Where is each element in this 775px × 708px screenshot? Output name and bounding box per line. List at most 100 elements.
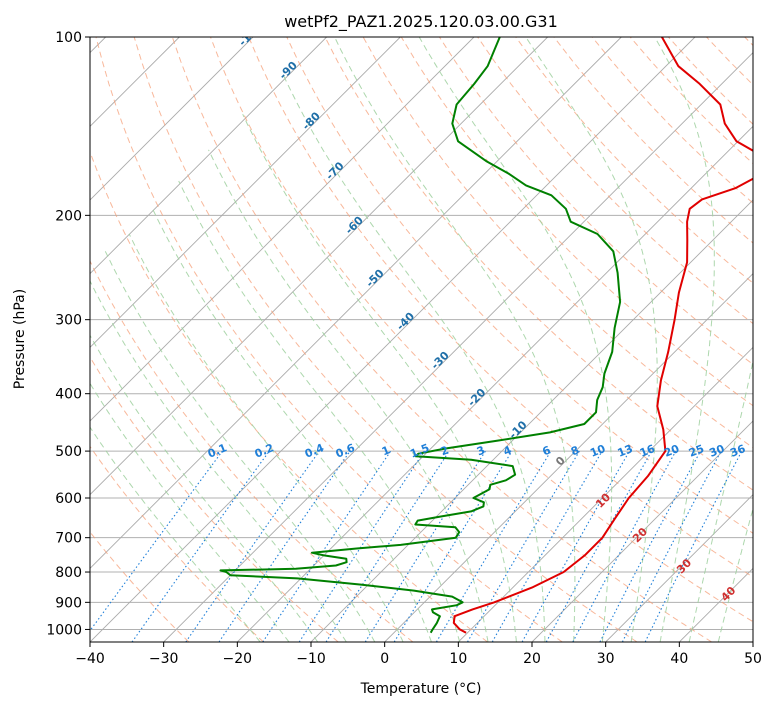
y-tick-label: 900 <box>55 595 82 611</box>
moist-adiabat-line <box>152 208 432 642</box>
isotherm-line <box>752 641 753 642</box>
mixing-ratio-label: 2 <box>439 443 451 458</box>
isotherm-label: -20 <box>465 386 488 409</box>
dry-adiabat-line <box>90 531 190 642</box>
mixing-ratio-line <box>572 450 677 642</box>
mixing-ratio-label: 16 <box>638 442 657 460</box>
mixing-ratio-line <box>545 450 653 642</box>
mixing-ratio-line <box>393 450 513 642</box>
isotherm-line <box>605 494 753 642</box>
moist-adiabat-line <box>654 37 715 642</box>
temperature-profile-line <box>452 37 753 634</box>
moist-adiabat-line <box>717 506 753 642</box>
mixing-ratio-label: 36 <box>728 442 747 460</box>
y-tick-label: 800 <box>55 565 82 581</box>
dry-adiabat-line <box>744 37 753 47</box>
moist-adiabat-label: 40 <box>718 584 738 604</box>
moist-adiabat-line <box>281 72 546 642</box>
x-tick-label: 40 <box>670 651 688 667</box>
mixing-ratio-line <box>298 450 425 642</box>
isotherm-line <box>310 199 753 642</box>
x-tick-label: 10 <box>449 651 467 667</box>
x-tick-label: −20 <box>223 651 253 667</box>
isotherm-line <box>90 37 696 642</box>
mixing-ratio-label: 8 <box>569 443 581 458</box>
moist-adiabat-line <box>242 113 517 642</box>
mixing-ratio-label: 30 <box>707 442 726 460</box>
dry-adiabat-line <box>133 37 638 642</box>
mixing-ratio-label: 0.6 <box>334 441 357 460</box>
y-tick-label: 300 <box>55 313 82 329</box>
dry-adiabat-line <box>324 37 753 491</box>
x-tick-label: 20 <box>523 651 541 667</box>
isotherm-line <box>531 420 753 642</box>
y-tick-label: 500 <box>55 444 82 460</box>
moist-adiabat-line <box>525 37 658 642</box>
mixing-ratio-label: 1 <box>380 443 392 458</box>
y-tick-label: 700 <box>55 531 82 547</box>
y-tick-label: 200 <box>55 208 82 224</box>
x-tick-label: 50 <box>744 651 762 667</box>
y-tick-label: 1000 <box>46 622 82 638</box>
x-axis-label: Temperature (°C) <box>360 681 482 697</box>
moist-adiabat-label: 30 <box>674 556 694 576</box>
isotherm-line <box>237 125 753 642</box>
x-tick-label: −40 <box>75 651 105 667</box>
dry-adiabat-line <box>706 37 753 86</box>
mixing-ratio-line <box>325 450 450 642</box>
isotherm-label: -40 <box>394 310 417 333</box>
moist-adiabat-line <box>418 37 613 642</box>
isotherm-label: -60 <box>343 214 366 237</box>
dewpoint-profile-line <box>219 37 622 634</box>
isotherm-label: -30 <box>429 349 452 372</box>
moist-adiabat-line <box>90 426 261 642</box>
mixing-ratio-label: 20 <box>662 442 681 460</box>
dry-adiabat-line <box>171 37 712 642</box>
y-axis-label: Pressure (hPa) <box>12 289 28 389</box>
mixing-ratio-line <box>644 450 743 642</box>
mixing-ratio-label: 13 <box>616 442 635 460</box>
isotherm-line <box>90 37 254 201</box>
mixing-ratio-label: 10 <box>588 442 607 460</box>
isotherm-label: -50 <box>363 267 386 290</box>
dry-adiabat-line <box>515 37 753 284</box>
moist-adiabat-line <box>688 358 753 642</box>
dry-adiabat-line <box>668 37 753 125</box>
x-tick-label: 0 <box>380 651 389 667</box>
isotherm-line <box>90 37 475 422</box>
dry-adiabat-line <box>286 37 753 534</box>
mixing-ratio-line <box>131 450 270 642</box>
y-tick-label: 600 <box>55 491 82 507</box>
isotherm-label: -80 <box>300 109 323 132</box>
plot-frame <box>89 36 754 643</box>
x-tick-label: 30 <box>597 651 615 667</box>
moist-adiabat-line <box>90 334 319 642</box>
dry-adiabat-line <box>90 259 414 642</box>
moist-adiabat-line <box>208 149 489 642</box>
dry-adiabat-line <box>591 37 753 204</box>
isotherm-label: -90 <box>277 59 300 82</box>
mixing-ratio-line <box>90 450 223 632</box>
y-tick-label: 400 <box>55 387 82 403</box>
dry-adiabat-line <box>90 445 264 642</box>
y-tick-label: 100 <box>55 30 82 46</box>
mixing-ratio-line <box>521 450 630 642</box>
mixing-ratio-label: 3 <box>475 443 487 458</box>
x-tick-label: −10 <box>296 651 326 667</box>
mixing-ratio-label: 0.4 <box>303 441 326 460</box>
mixing-ratio-label: 25 <box>687 442 706 460</box>
isotherm-line <box>163 52 753 642</box>
isotherm-line <box>90 37 548 496</box>
isotherm-label: -70 <box>323 159 346 182</box>
dry-adiabat-line <box>95 37 563 642</box>
dry-adiabat-line <box>210 37 753 623</box>
moist-adiabat-line <box>178 180 461 642</box>
x-tick-label: −30 <box>149 651 179 667</box>
isotherm-line <box>90 37 327 275</box>
moist-adiabat-line <box>90 382 290 642</box>
moist-adiabat-line <box>104 251 376 642</box>
mixing-ratio-label: 0.1 <box>206 441 229 460</box>
isotherm-line <box>458 346 753 642</box>
isotherm-line <box>90 37 401 348</box>
